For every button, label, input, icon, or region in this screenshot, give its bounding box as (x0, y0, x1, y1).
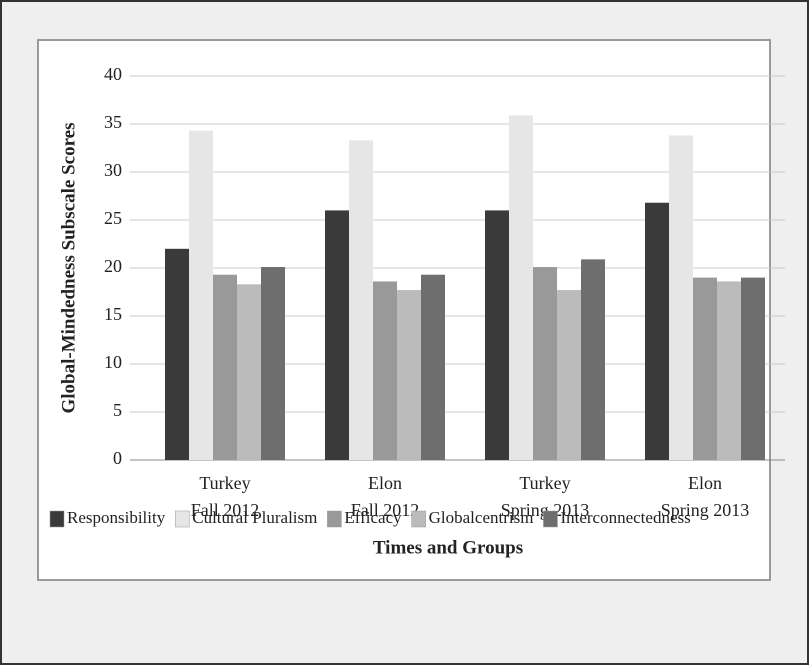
bar (237, 284, 261, 460)
legend-swatch (543, 510, 558, 528)
bar (581, 259, 605, 460)
y-axis-label: Global-Mindedness Subscale Scores (58, 122, 79, 413)
x-axis-label: Times and Groups (373, 537, 523, 558)
y-tick-label: 0 (113, 448, 122, 468)
bar (261, 267, 285, 460)
bar (325, 210, 349, 460)
legend-swatch (327, 510, 342, 528)
x-tick-label: Spring 2013 (501, 500, 590, 520)
bar (165, 248, 189, 460)
bar (509, 115, 533, 461)
y-tick-label: 25 (104, 208, 122, 228)
bar (189, 130, 213, 460)
x-tick-label: Elon (368, 473, 402, 493)
y-tick-label: 40 (104, 64, 122, 84)
y-tick-label: 10 (104, 352, 122, 372)
bar (421, 274, 445, 460)
legend-swatch (174, 510, 190, 528)
y-tick-label: 15 (104, 304, 122, 324)
bar (557, 290, 581, 460)
y-tick-label: 5 (113, 400, 122, 420)
bar (349, 140, 373, 460)
legend-label: Interconnectedness (560, 508, 690, 527)
legend-swatch (411, 510, 426, 528)
x-tick-label: Turkey (519, 473, 570, 493)
x-tick-label: Turkey (199, 473, 250, 493)
bar (645, 202, 669, 460)
bar (693, 277, 717, 460)
bar (397, 290, 421, 460)
bar (669, 135, 693, 460)
bar (213, 274, 237, 460)
bar (717, 281, 741, 460)
y-tick-label: 20 (104, 256, 122, 276)
bar (741, 277, 765, 460)
legend-label: Efficacy (344, 508, 402, 527)
x-tick-label: Elon (688, 473, 722, 493)
bar (373, 281, 397, 460)
legend-swatch (49, 510, 65, 528)
bar (485, 210, 509, 460)
y-tick-label: 35 (104, 112, 122, 132)
x-tick-label: Spring 2013 (661, 500, 750, 520)
bar (533, 267, 557, 460)
y-tick-label: 30 (104, 160, 122, 180)
legend-label: Cultural Pluralism (192, 508, 317, 527)
legend-label: Globalcentrism (429, 508, 534, 527)
x-tick-label: Fall 2012 (351, 500, 420, 520)
x-tick-label: Fall 2012 (191, 500, 260, 520)
legend-label: Responsibility (67, 508, 166, 527)
